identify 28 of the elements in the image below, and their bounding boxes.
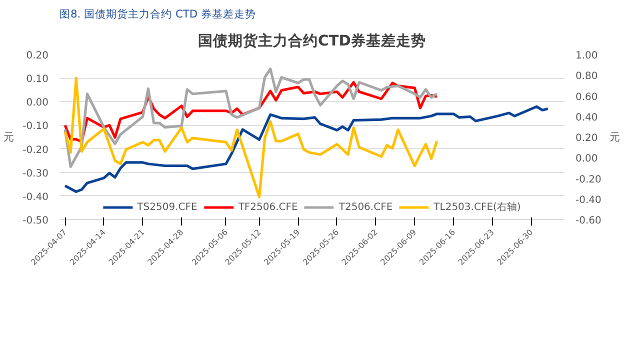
y-axis-title: 元 [4, 130, 15, 144]
chart-subtitle: 图8. 国债期货主力合约 CTD 券基差走势 [60, 8, 256, 20]
y-tick-label: -0.20 [22, 144, 48, 156]
y-tick-label: -0.40 [22, 192, 48, 203]
line-series [64, 68, 438, 168]
y2-tick-label: -0.60 [576, 216, 602, 226]
y2-tick-label: 0.80 [576, 71, 598, 82]
y-tick-label: 0.00 [26, 98, 48, 109]
y-tick-label: 0.20 [26, 50, 48, 62]
y2-tick-label: 0.60 [576, 92, 598, 103]
y2-tick-label: -0.40 [576, 194, 602, 206]
y2-tick-label: 0.20 [576, 133, 598, 144]
legend-label: TF2506.CFE [238, 202, 298, 212]
y2-tick-label: 1.00 [576, 50, 598, 62]
y-tick-label: -0.10 [22, 121, 48, 132]
legend-label: TS2509.CFE [137, 202, 198, 212]
chart-title: 国债期货主力合约CTD券基差走势 [198, 32, 426, 50]
line-series [64, 76, 438, 198]
y-tick-label: 0.10 [26, 74, 48, 86]
y2-axis-title: 元 [609, 130, 620, 144]
y-tick-label: -0.30 [22, 168, 48, 180]
y2-tick-label: 0.40 [576, 112, 598, 124]
line-series [64, 105, 550, 193]
y2-tick-label: -0.20 [576, 174, 602, 186]
legend-label: TL2503.CFE(右轴) [434, 200, 521, 214]
legend-label: T2506.CFE [338, 202, 393, 212]
y2-tick-label: 0.00 [576, 154, 598, 165]
y-tick-label: -0.50 [22, 216, 48, 226]
